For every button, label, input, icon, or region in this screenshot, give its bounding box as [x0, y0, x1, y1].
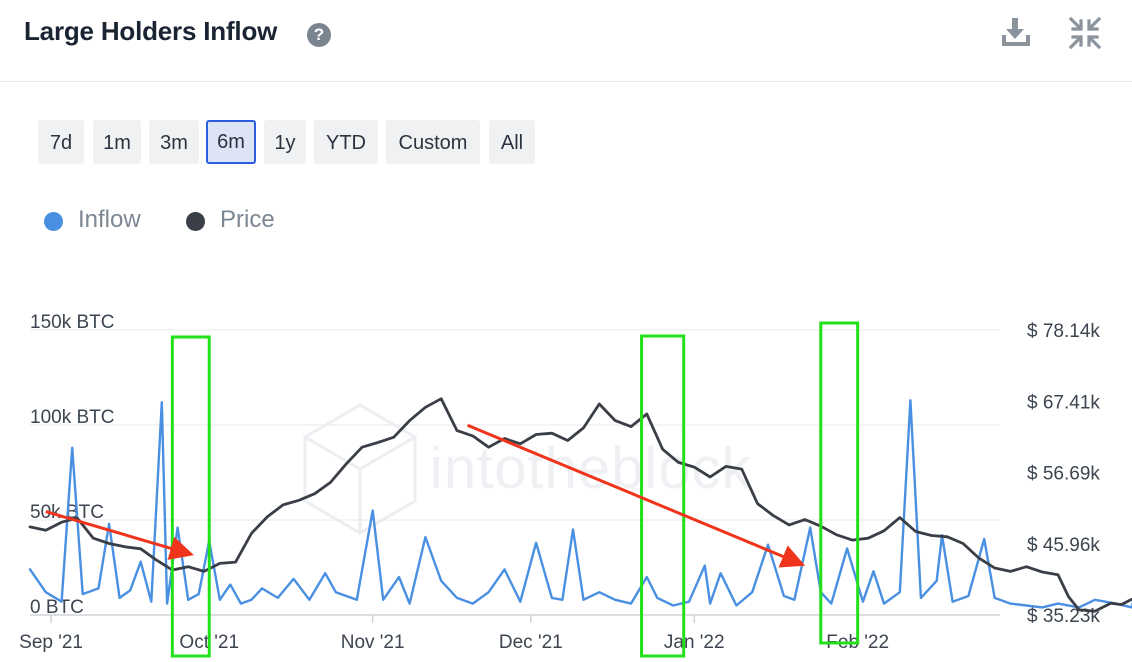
- download-icon[interactable]: [1000, 16, 1034, 50]
- chart-title: Large Holders Inflow: [24, 16, 278, 46]
- legend-dot-inflow: [44, 212, 63, 231]
- range-button-ytd[interactable]: YTD: [314, 120, 378, 164]
- y-right-tick-label: $ 35.23k: [1027, 606, 1100, 627]
- range-button-1y[interactable]: 1y: [264, 120, 306, 164]
- series-line-inflow: [28, 399, 1132, 609]
- help-icon[interactable]: ?: [307, 23, 331, 47]
- y-left-tick-label: 0 BTC: [30, 597, 84, 618]
- legend-label-price: Price: [220, 206, 275, 233]
- range-button-3m[interactable]: 3m: [149, 120, 199, 164]
- y-left-tick-label: 150k BTC: [30, 312, 114, 333]
- x-tick-label: Nov '21: [341, 632, 405, 653]
- trend-arrow: [466, 423, 806, 568]
- highlight-box: [819, 321, 860, 645]
- watermark-text: intotheblock: [430, 436, 752, 501]
- x-tick-label: Sep '21: [19, 632, 83, 653]
- trend-arrow: [45, 510, 194, 560]
- y-right-tick-label: $ 56.69k: [1027, 464, 1100, 485]
- x-tick-label: Dec '21: [499, 632, 563, 653]
- y-left-tick-label: 100k BTC: [30, 407, 114, 428]
- y-right-tick-label: $ 45.96k: [1027, 535, 1100, 556]
- series-line-price: [28, 397, 1132, 613]
- y-right-tick-label: $ 78.14k: [1027, 321, 1100, 342]
- highlight-box: [170, 335, 211, 658]
- range-button-custom[interactable]: Custom: [386, 120, 480, 164]
- range-button-1m[interactable]: 1m: [93, 120, 141, 164]
- legend-dot-price: [186, 212, 205, 231]
- y-right-tick-label: $ 67.41k: [1027, 392, 1100, 413]
- chart-header: Large Holders Inflow ?: [0, 0, 1132, 82]
- x-tick-label: Jan '22: [664, 632, 725, 653]
- range-button-7d[interactable]: 7d: [38, 120, 84, 164]
- legend-label-inflow: Inflow: [78, 206, 141, 233]
- collapse-icon[interactable]: [1068, 16, 1102, 50]
- range-button-all[interactable]: All: [489, 120, 535, 164]
- range-button-6m[interactable]: 6m: [206, 120, 256, 164]
